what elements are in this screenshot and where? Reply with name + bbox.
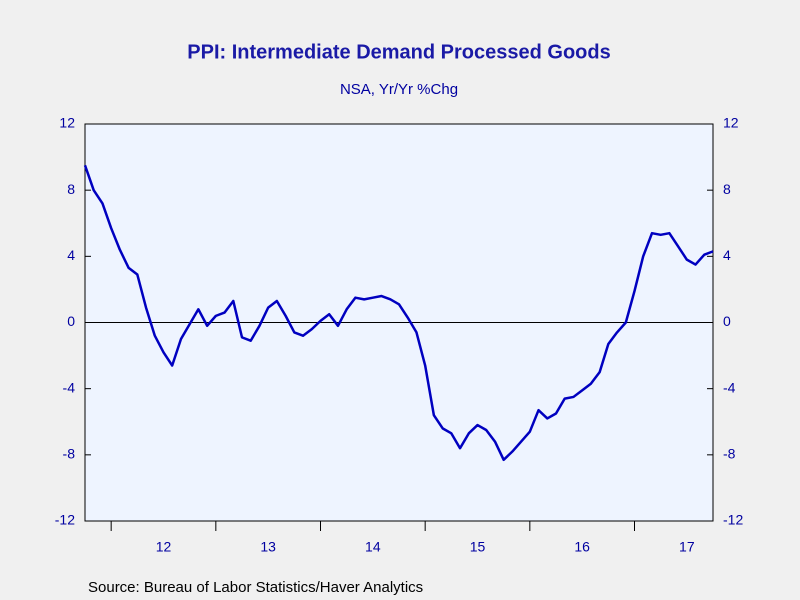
x-tick-label: 17 bbox=[679, 539, 695, 555]
y2-tick-label: -8 bbox=[723, 446, 736, 462]
data-line bbox=[83, 164, 714, 462]
y2-tick-label: 4 bbox=[723, 247, 731, 263]
y2-tick-label: 8 bbox=[723, 181, 731, 197]
y-tick-label: 8 bbox=[67, 181, 75, 197]
chart-subtitle: NSA, Yr/Yr %Chg bbox=[340, 81, 458, 98]
y2-tick-label: 0 bbox=[723, 313, 731, 329]
x-tick-label: 15 bbox=[470, 539, 486, 555]
y-tick-label: 12 bbox=[59, 115, 75, 131]
y-tick-label: -12 bbox=[55, 512, 75, 528]
y-tick-label: -8 bbox=[63, 446, 76, 462]
x-tick-label: 13 bbox=[260, 539, 276, 555]
y2-tick-label: 12 bbox=[723, 115, 739, 131]
y2-tick-label: -12 bbox=[723, 512, 743, 528]
y2-tick-label: -4 bbox=[723, 379, 736, 395]
x-tick-label: 14 bbox=[365, 539, 381, 555]
y-tick-label: -4 bbox=[63, 379, 76, 395]
x-tick-label: 16 bbox=[574, 539, 590, 555]
chart-title: PPI: Intermediate Demand Processed Goods bbox=[187, 41, 610, 63]
x-tick-label: 12 bbox=[156, 539, 172, 555]
y-tick-label: 4 bbox=[67, 247, 75, 263]
source-note: Source: Bureau of Labor Statistics/Haver… bbox=[88, 579, 423, 596]
y-tick-label: 0 bbox=[67, 313, 75, 329]
